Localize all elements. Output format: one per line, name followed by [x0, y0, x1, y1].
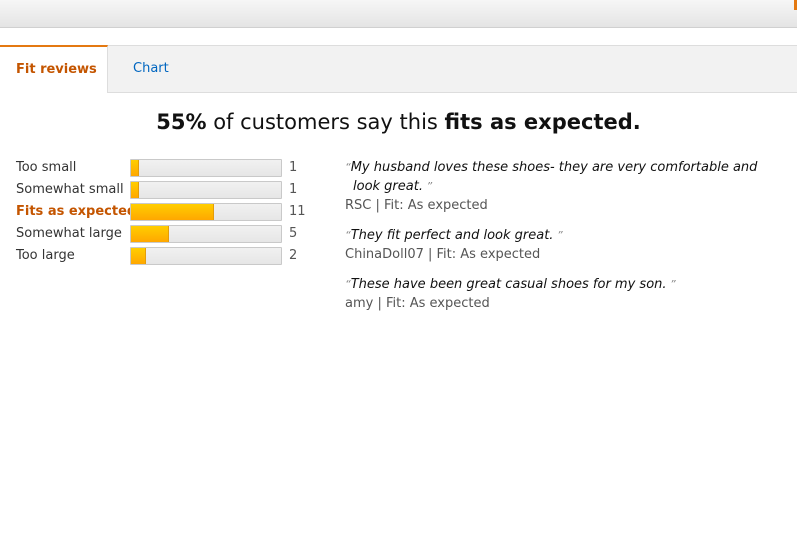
accent-marker: [794, 0, 797, 10]
fit-percent: 55%: [156, 110, 207, 134]
fit-row-label: Too large: [16, 248, 75, 263]
fit-row-too-small[interactable]: Too small 1: [16, 158, 316, 180]
review-quote: “They fit perfect and look great. ” Chin…: [345, 226, 785, 262]
quote-body: My husband loves these shoes- they are v…: [350, 160, 758, 194]
quote-meta: amy | Fit: As expected: [345, 296, 490, 311]
top-toolbar-strip: [0, 0, 797, 28]
fit-row-count: 1: [289, 182, 298, 197]
fit-bar-fill: [131, 226, 169, 242]
fit-row-label: Fits as expected: [16, 204, 137, 219]
fit-bar: [130, 225, 282, 243]
fit-row-count: 2: [289, 248, 298, 263]
open-quote-icon: “: [345, 278, 351, 291]
quote-text: “These have been great casual shoes for …: [345, 275, 785, 294]
fit-bar: [130, 203, 282, 221]
open-quote-icon: “: [345, 161, 351, 174]
fit-row-count: 1: [289, 160, 298, 175]
tab-bar: Fit reviews Chart: [0, 45, 797, 93]
close-quote-icon: ”: [422, 180, 433, 193]
fit-row-too-large[interactable]: Too large 2: [16, 246, 316, 268]
fit-row-label: Somewhat large: [16, 226, 122, 241]
quote-meta: RSC | Fit: As expected: [345, 198, 488, 213]
fit-row-count: 5: [289, 226, 298, 241]
tab-fit-reviews[interactable]: Fit reviews: [0, 45, 108, 93]
fit-row-fits-as-expected[interactable]: Fits as expected 11: [16, 202, 316, 224]
headline-text: of customers say this: [206, 110, 445, 134]
close-quote-icon: ”: [666, 278, 676, 291]
fit-bar: [130, 159, 282, 177]
close-quote-icon: ”: [553, 229, 563, 242]
fit-bar-fill: [131, 160, 139, 176]
fit-row-count: 11: [289, 204, 306, 219]
fit-bar: [130, 181, 282, 199]
fit-bar-fill: [131, 204, 214, 220]
headline-emphasis: fits as expected.: [444, 110, 641, 134]
fit-review-quotes: “My husband loves these shoes- they are …: [345, 158, 785, 324]
quote-meta: ChinaDoll07 | Fit: As expected: [345, 247, 541, 262]
open-quote-icon: “: [345, 229, 351, 242]
fit-row-label: Somewhat small: [16, 182, 124, 197]
fit-bar-fill: [131, 182, 139, 198]
fit-bar: [130, 247, 282, 265]
fit-row-somewhat-large[interactable]: Somewhat large 5: [16, 224, 316, 246]
quote-text: “They fit perfect and look great. ”: [345, 226, 785, 245]
quote-body: These have been great casual shoes for m…: [350, 277, 667, 292]
fit-row-somewhat-small[interactable]: Somewhat small 1: [16, 180, 316, 202]
fit-summary-headline: 55% of customers say this fits as expect…: [0, 110, 797, 134]
quote-body: They fit perfect and look great.: [350, 228, 554, 243]
review-quote: “These have been great casual shoes for …: [345, 275, 785, 311]
fit-bar-fill: [131, 248, 146, 264]
quote-text: “My husband loves these shoes- they are …: [345, 158, 785, 196]
fit-row-label: Too small: [16, 160, 77, 175]
tab-chart[interactable]: Chart: [133, 61, 169, 76]
review-quote: “My husband loves these shoes- they are …: [345, 158, 785, 213]
fit-distribution: Too small 1 Somewhat small 1 Fits as exp…: [16, 158, 316, 268]
